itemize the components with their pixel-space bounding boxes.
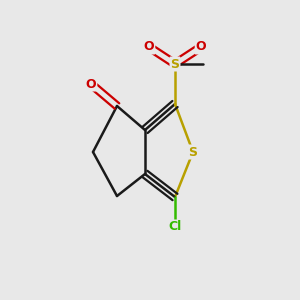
Text: O: O	[144, 40, 154, 53]
Text: S: S	[170, 58, 179, 70]
Text: O: O	[196, 40, 206, 53]
Text: Cl: Cl	[168, 220, 182, 233]
Text: O: O	[86, 77, 96, 91]
Text: S: S	[188, 146, 197, 158]
